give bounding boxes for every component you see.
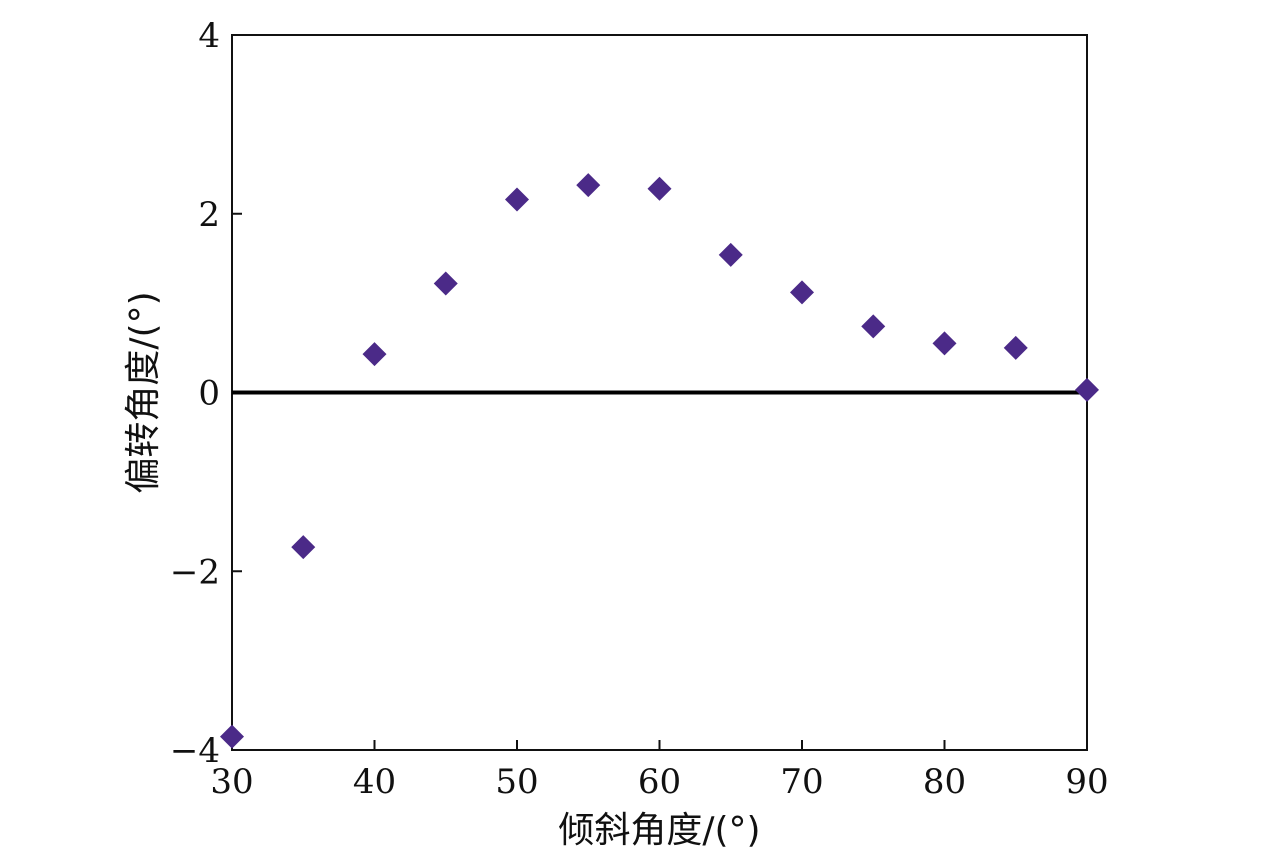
data-points	[220, 173, 1099, 749]
x-tick-label: 80	[923, 762, 966, 802]
data-point-diamond	[861, 314, 886, 339]
x-tick-label: 70	[780, 762, 823, 802]
data-point-diamond	[576, 173, 601, 198]
y-tick-label: 4	[198, 16, 220, 56]
x-tick-label: 30	[210, 762, 253, 802]
data-point-diamond	[790, 280, 814, 305]
y-tick-label: −2	[170, 552, 220, 592]
data-point-diamond	[362, 342, 387, 367]
y-tick-label: −4	[170, 731, 220, 771]
x-tick-label: 90	[1065, 762, 1108, 802]
data-point-diamond	[220, 724, 244, 749]
x-tick-label: 50	[495, 762, 538, 802]
x-tick-label: 40	[353, 762, 396, 802]
x-tick-label: 60	[638, 762, 681, 802]
x-axis-ticks: 30 40 50 60 70 80 90	[210, 740, 1109, 802]
data-point-diamond	[1003, 335, 1028, 360]
data-point-diamond	[718, 242, 743, 267]
y-tick-label: 2	[198, 195, 220, 235]
data-point-diamond	[647, 176, 672, 201]
data-point-diamond	[505, 187, 529, 212]
y-axis-ticks: −4 −2 0 2 4	[170, 16, 242, 771]
y-tick-label: 0	[198, 374, 220, 414]
data-point-diamond	[433, 271, 458, 296]
data-point-diamond	[291, 535, 316, 560]
data-point-diamond	[1075, 377, 1099, 402]
x-axis-title: 倾斜角度/(°)	[558, 810, 760, 851]
y-axis-title: 偏转角度/(°)	[123, 291, 164, 493]
data-point-diamond	[932, 331, 957, 356]
